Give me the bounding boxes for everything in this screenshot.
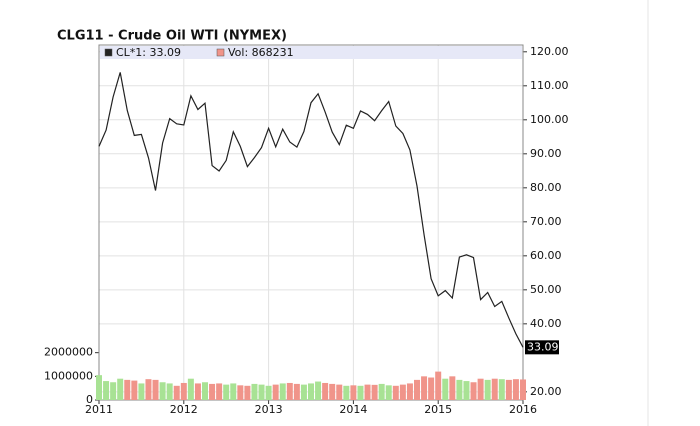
volume-bar	[173, 385, 180, 400]
volume-bar	[520, 379, 526, 400]
volume-bar	[308, 383, 314, 400]
x-tick-label: 2011	[85, 403, 113, 416]
volume-bar	[244, 385, 251, 400]
volume-bar	[350, 385, 357, 400]
volume-bar	[421, 376, 428, 400]
volume-bar	[371, 384, 378, 400]
volume-bar	[378, 383, 385, 400]
y-tick-label: 70.00	[530, 215, 562, 228]
volume-bar	[414, 379, 420, 400]
volume-bar	[124, 379, 131, 400]
volume-bar	[392, 385, 399, 400]
volume-bar	[364, 384, 371, 400]
volume-bar	[343, 385, 350, 400]
x-tick-label: 2016	[509, 403, 537, 416]
volume-bar	[265, 385, 272, 400]
volume-bar	[152, 379, 159, 400]
volume-bar	[406, 383, 413, 400]
volume-bar	[428, 377, 435, 400]
volume-bar	[435, 371, 442, 400]
volume-bar	[138, 383, 145, 400]
volume-bar	[300, 384, 307, 400]
last-price-label: 33.09	[527, 340, 559, 353]
volume-bar	[463, 381, 470, 400]
y-tick-label: 110.00	[530, 79, 569, 92]
volume-bar	[357, 385, 364, 400]
volume-bar	[322, 382, 329, 400]
last-price-box	[525, 340, 559, 355]
volume-bar	[329, 383, 336, 400]
volume-bar	[103, 381, 110, 400]
volume-bar	[237, 385, 244, 400]
volume-bar	[131, 380, 138, 400]
x-tick-label: 2014	[339, 403, 367, 416]
y-tick-label: 90.00	[530, 147, 562, 160]
y-tick-label: 80.00	[530, 181, 562, 194]
legend-swatch	[216, 48, 225, 57]
y-tick-label: 120.00	[530, 45, 569, 58]
volume-bar	[117, 378, 124, 400]
volume-bar	[336, 384, 343, 400]
volume-bar	[315, 381, 322, 400]
volume-bar	[505, 379, 512, 400]
volume-bar	[279, 383, 286, 400]
y-tick-label: 60.00	[530, 249, 562, 262]
volume-bar	[293, 383, 300, 400]
legend-swatch	[104, 48, 113, 57]
x-tick-label: 2013	[255, 403, 283, 416]
volume-bar	[216, 383, 223, 400]
volume-bar	[166, 383, 173, 400]
volume-bar	[110, 382, 117, 400]
legend-label: CL*1: 33.09	[116, 46, 181, 59]
volume-bar	[209, 383, 216, 400]
volume-bar	[477, 378, 484, 400]
volume-bar	[145, 379, 152, 400]
y-tick-label: 50.00	[530, 283, 562, 296]
chart-title: CLG11 - Crude Oil WTI (NYMEX)	[57, 29, 287, 44]
volume-bar	[470, 382, 477, 400]
volume-bar	[202, 382, 208, 400]
legend-label: Vol: 868231	[228, 46, 294, 59]
volume-bar	[194, 383, 201, 400]
volume-bar	[223, 384, 230, 400]
volume-bar	[498, 379, 505, 400]
volume-bar	[512, 379, 519, 400]
volume-bar	[159, 382, 166, 400]
volume-bar	[385, 385, 392, 400]
volume-bar	[96, 375, 102, 400]
volume-bar	[456, 379, 463, 400]
y-tick-label: 20.00	[530, 385, 562, 398]
price-line	[98, 72, 524, 348]
legend-band	[100, 46, 522, 59]
volume-bar	[258, 384, 265, 400]
y2-tick-label: 0	[86, 393, 93, 406]
volume-bar	[187, 378, 194, 400]
volume-bar	[251, 383, 258, 400]
volume-bar	[449, 376, 456, 400]
y2-tick-label: 1000000	[44, 369, 93, 382]
x-tick-label: 2012	[170, 403, 198, 416]
volume-bar	[399, 384, 406, 400]
x-tick-label: 2015	[424, 403, 452, 416]
volume-bar	[491, 378, 498, 400]
volume-bar	[484, 379, 491, 400]
volume-bar	[272, 384, 279, 400]
volume-bar	[286, 382, 293, 400]
y-tick-label: 40.00	[530, 317, 562, 330]
volume-bar	[442, 378, 449, 400]
volume-bar	[230, 383, 237, 400]
volume-bar	[180, 382, 187, 400]
plot-frame	[98, 44, 524, 401]
y2-tick-label: 2000000	[44, 346, 93, 359]
y-tick-label: 100.00	[530, 113, 569, 126]
